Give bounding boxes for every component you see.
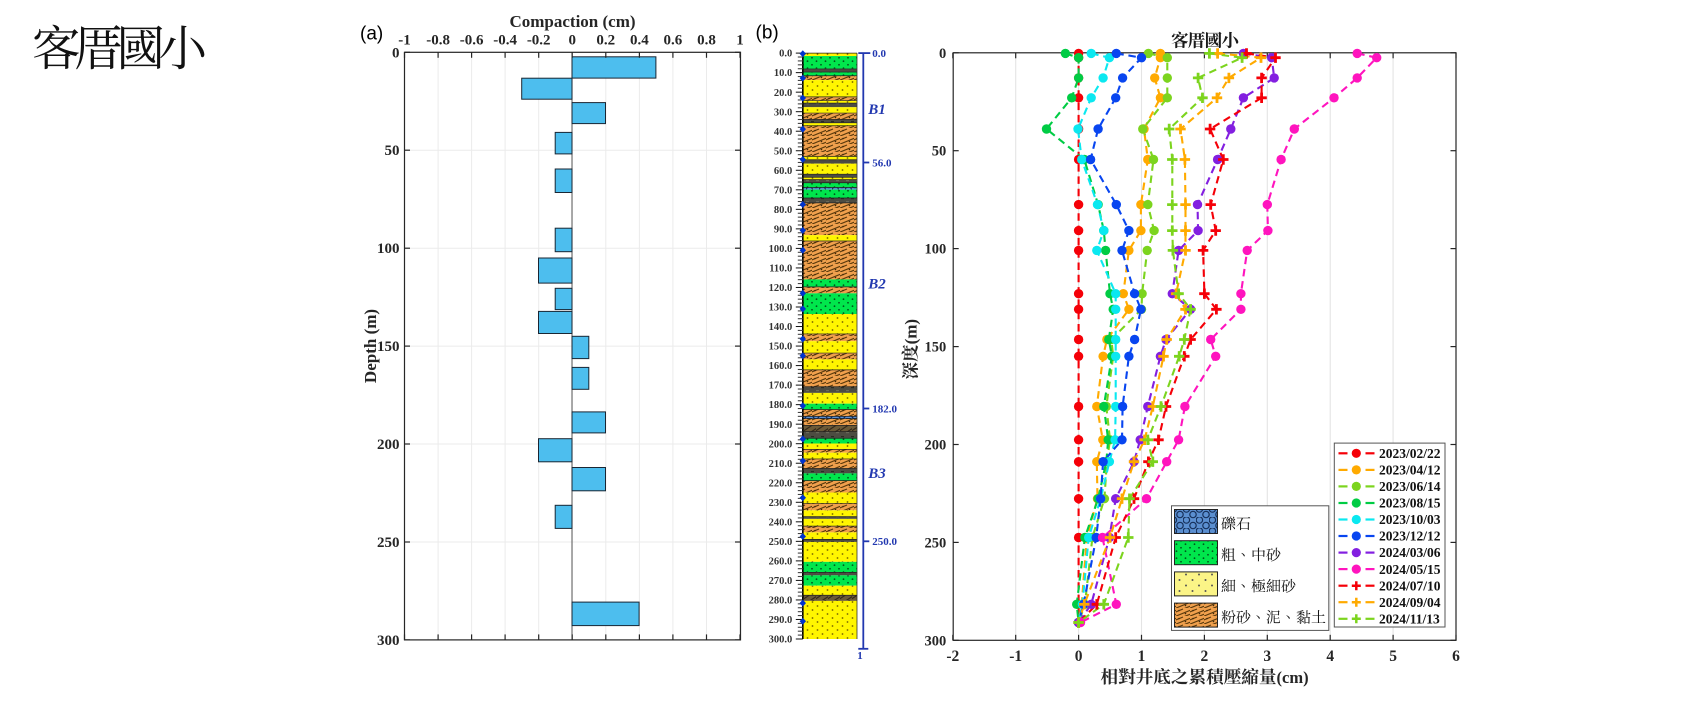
svg-text:200: 200 [924,438,946,454]
svg-text:0.8: 0.8 [697,33,716,49]
svg-text:100.0: 100.0 [769,244,793,255]
svg-text:230.0: 230.0 [769,498,793,509]
svg-text:0.2: 0.2 [596,33,615,49]
svg-text:20.0: 20.0 [774,88,792,99]
svg-text:290.0: 290.0 [769,615,793,626]
svg-text:300: 300 [377,633,400,649]
svg-text:210.0: 210.0 [769,459,793,470]
svg-text:250.0: 250.0 [872,536,897,548]
svg-text:170.0: 170.0 [769,381,793,392]
svg-text:300: 300 [924,633,946,649]
svg-text:140.0: 140.0 [769,322,793,333]
svg-text:150: 150 [924,340,946,356]
svg-text:2023/12/12: 2023/12/12 [1379,529,1441,544]
svg-text:Compaction (cm): Compaction (cm) [509,12,635,31]
svg-text:190.0: 190.0 [769,420,793,431]
svg-text:260.0: 260.0 [769,557,793,568]
svg-text:280.0: 280.0 [769,596,793,607]
svg-text:4: 4 [1326,648,1334,665]
svg-text:2: 2 [1201,648,1209,665]
svg-text:2024/03/06: 2024/03/06 [1379,545,1441,560]
svg-text:160.0: 160.0 [769,361,793,372]
svg-text:10.0: 10.0 [774,68,792,79]
svg-text:5: 5 [1389,648,1397,665]
svg-text:56.0: 56.0 [872,157,892,169]
svg-text:B1: B1 [867,102,886,118]
svg-text:(cm): (cm) [1277,668,1309,687]
svg-text:50: 50 [385,143,400,159]
svg-text:-0.2: -0.2 [527,33,551,49]
svg-text:2023/08/15: 2023/08/15 [1379,496,1441,511]
svg-text:150.0: 150.0 [769,342,793,353]
svg-text:40.0: 40.0 [774,127,792,138]
svg-text:2023/06/14: 2023/06/14 [1379,479,1441,494]
svg-text:1: 1 [1138,648,1146,665]
svg-text:250.0: 250.0 [769,537,793,548]
svg-text:6: 6 [1452,648,1460,665]
svg-text:50: 50 [932,144,947,160]
svg-text:200.0: 200.0 [769,439,793,450]
svg-text:2024/11/13: 2024/11/13 [1379,611,1440,626]
svg-text:(a): (a) [360,24,383,45]
svg-text:Depth (m): Depth (m) [361,309,380,383]
svg-text:182.0: 182.0 [872,403,897,415]
svg-text:70.0: 70.0 [774,185,792,196]
svg-text:0.0: 0.0 [872,48,886,60]
svg-text:-2: -2 [946,648,959,665]
svg-text:120.0: 120.0 [769,283,793,294]
svg-text:240.0: 240.0 [769,517,793,528]
svg-text:(m): (m) [902,319,921,344]
svg-text:0.4: 0.4 [630,33,649,49]
svg-text:2024/07/10: 2024/07/10 [1379,578,1441,593]
svg-text:2023/04/12: 2023/04/12 [1379,463,1441,478]
svg-text:90.0: 90.0 [774,225,792,236]
svg-text:-1: -1 [1009,648,1022,665]
svg-text:0: 0 [392,45,400,61]
svg-text:250: 250 [377,535,400,551]
svg-text:250: 250 [924,535,946,551]
svg-text:0.6: 0.6 [664,33,683,49]
svg-text:-0.6: -0.6 [460,33,484,49]
svg-text:50.0: 50.0 [774,146,792,157]
svg-text:3: 3 [1263,648,1271,665]
svg-text:180.0: 180.0 [769,400,793,411]
svg-text:80.0: 80.0 [774,205,792,216]
svg-text:100: 100 [924,242,946,258]
svg-text:-1: -1 [398,33,411,49]
svg-text:110.0: 110.0 [769,264,792,275]
svg-text:150: 150 [377,339,400,355]
svg-text:B2: B2 [867,277,886,293]
svg-text:200: 200 [377,437,400,453]
svg-text:130.0: 130.0 [769,303,793,314]
svg-text:2023/10/03: 2023/10/03 [1379,512,1441,527]
svg-text:(b): (b) [756,23,779,44]
svg-text:0: 0 [1075,648,1083,665]
svg-text:300.0: 300.0 [769,635,793,646]
svg-text:1: 1 [736,33,744,49]
svg-text:-0.8: -0.8 [426,33,450,49]
svg-text:220.0: 220.0 [769,478,793,489]
svg-text:2024/09/04: 2024/09/04 [1379,595,1441,610]
svg-text:-0.4: -0.4 [493,33,517,49]
svg-text:0: 0 [939,46,946,62]
svg-text:2024/05/15: 2024/05/15 [1379,562,1441,577]
svg-text:1: 1 [857,650,863,662]
svg-text:270.0: 270.0 [769,576,793,587]
svg-text:0.0: 0.0 [779,49,792,60]
svg-text:100: 100 [377,241,400,257]
svg-text:B3: B3 [867,466,886,482]
svg-text:60.0: 60.0 [774,166,792,177]
svg-text:30.0: 30.0 [774,107,792,118]
svg-text:2023/02/22: 2023/02/22 [1379,446,1441,461]
svg-text:0: 0 [568,33,576,49]
